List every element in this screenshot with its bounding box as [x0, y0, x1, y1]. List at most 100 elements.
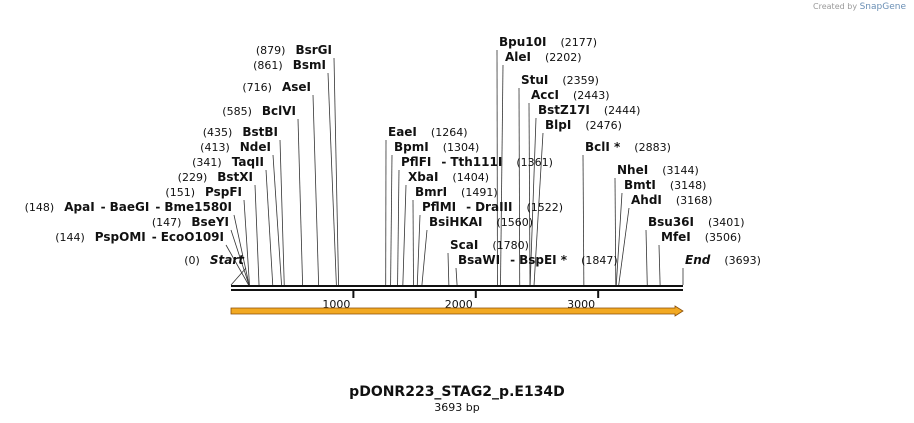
- site-label-group: BclI * (2883): [585, 140, 671, 154]
- site-label-group: PflFI - Tth111I (1361): [401, 155, 553, 169]
- site-position-label: (1780): [492, 239, 529, 252]
- site-name-label: AseI: [282, 80, 311, 94]
- site-position-label: (229): [178, 171, 208, 184]
- site-leader-line: [243, 199, 250, 286]
- site-leader-line: [230, 229, 250, 286]
- site-name-label: BmtI: [624, 178, 656, 192]
- site-position-label: (1560): [497, 216, 534, 229]
- site-position-label: (413): [200, 141, 230, 154]
- site-name-label: ScaI: [450, 238, 478, 252]
- site-labels: (0) Start(144) PspOMI - EcoO109I(147) BseYI(1…: [25, 35, 761, 267]
- site-position-label: (0): [184, 254, 200, 267]
- site-label-group: BmtI (3148): [624, 178, 706, 192]
- site-leader-line: [312, 94, 320, 286]
- site-position-label: (3693): [724, 254, 761, 267]
- site-label-group: (229) BstXI: [178, 170, 253, 184]
- site-position-label: (148): [25, 201, 55, 214]
- site-leader-line: [614, 177, 617, 286]
- site-leader-line: [272, 154, 282, 286]
- site-leader-line: [618, 207, 630, 286]
- site-position-label: (341): [192, 156, 222, 169]
- site-label-group: (413) NdeI: [200, 140, 271, 154]
- site-position-label: (144): [55, 231, 85, 244]
- site-label-group: (0) Start: [184, 253, 245, 267]
- site-label-group: (147) BseYI: [152, 215, 229, 229]
- site-leader-line: [225, 244, 249, 286]
- site-name-label: BsrGI: [295, 43, 332, 57]
- site-name-label: BclI *: [585, 140, 621, 154]
- site-position-label: (861): [253, 59, 283, 72]
- site-name-label: EcoO109I: [161, 230, 224, 244]
- site-name-label: BspEI *: [519, 253, 568, 267]
- site-name-separator: -: [510, 253, 515, 267]
- site-name-separator: -: [155, 200, 160, 214]
- site-name-label: BsiHKAI: [429, 215, 483, 229]
- site-name-label: Tth111I: [450, 155, 502, 169]
- site-position-label: (435): [203, 126, 233, 139]
- site-label-group: End (3693): [685, 253, 761, 267]
- site-leader-line: [230, 267, 247, 286]
- site-leader-line: [279, 139, 285, 286]
- site-leader-line: [528, 102, 531, 286]
- site-label-group: BlpI (2476): [545, 118, 622, 132]
- site-label-group: (144) PspOMI - EcoO109I: [55, 230, 224, 244]
- site-leader-line: [615, 192, 623, 286]
- site-leader-line: [421, 229, 428, 286]
- site-name-label: BstBI: [242, 125, 278, 139]
- site-leader-line: [447, 252, 450, 286]
- site-name-label: AccI: [531, 88, 559, 102]
- site-label-group: StuI (2359): [521, 73, 599, 87]
- site-name-label: Bsu36I: [648, 215, 694, 229]
- site-position-label: (1361): [516, 156, 553, 169]
- site-name-label: PflMI: [422, 200, 456, 214]
- site-position-label: (2359): [562, 74, 599, 87]
- dna-backbone: [231, 285, 683, 291]
- site-leader-line: [333, 57, 339, 286]
- site-label-group: (341) TaqII: [192, 155, 264, 169]
- site-leader-line: [500, 64, 504, 286]
- site-label-group: AleI (2202): [505, 50, 582, 64]
- site-name-label: Bme1580I: [164, 200, 232, 214]
- site-name-label: XbaI: [408, 170, 438, 184]
- snapgene-watermark: Created by SnapGene: [813, 2, 906, 12]
- site-position-label: (151): [165, 186, 195, 199]
- site-name-label: DraIII: [475, 200, 512, 214]
- site-label-group: XbaI (1404): [408, 170, 489, 184]
- site-leader-lines: [225, 49, 684, 286]
- site-name-label: AhdI: [631, 193, 662, 207]
- site-position-label: (2202): [545, 51, 582, 64]
- site-name-label: BstZ17I: [538, 103, 590, 117]
- site-name-label: BlpI: [545, 118, 571, 132]
- feature-arrow: [230, 305, 684, 317]
- site-leader-line: [645, 229, 648, 286]
- site-position-label: (1522): [526, 201, 563, 214]
- site-name-label: BsmI: [293, 58, 326, 72]
- site-name-label: BpmI: [394, 140, 429, 154]
- site-leader-line: [582, 154, 585, 286]
- site-label-group: (861) BsmI: [253, 58, 326, 72]
- plasmid-size: 3693 bp: [434, 401, 480, 414]
- site-leader-line: [327, 72, 337, 286]
- site-label-group: BsiHKAI (1560): [429, 215, 533, 229]
- site-label-group: BstZ17I (2444): [538, 103, 640, 117]
- site-name-label: PflFI: [401, 155, 431, 169]
- site-name-label: BsaWI: [458, 253, 500, 267]
- site-name-label: MfeI: [661, 230, 691, 244]
- site-position-label: (147): [152, 216, 182, 229]
- site-leader-line: [254, 184, 260, 286]
- site-position-label: (2476): [585, 119, 622, 132]
- site-label-group: (148) ApaI - BaeGI - Bme1580I: [25, 200, 232, 214]
- site-label-group: NheI (3144): [617, 163, 699, 177]
- site-name-separator: -: [466, 200, 471, 214]
- site-label-group: BpmI (1304): [394, 140, 479, 154]
- site-position-label: (3168): [676, 194, 713, 207]
- site-position-label: (1847): [581, 254, 618, 267]
- site-position-label: (879): [256, 44, 286, 57]
- site-leader-line: [297, 118, 304, 286]
- site-position-label: (2883): [634, 141, 671, 154]
- site-leader-line: [416, 214, 421, 286]
- site-name-label: NheI: [617, 163, 648, 177]
- site-leader-line: [265, 169, 274, 286]
- site-leader-line: [658, 244, 661, 286]
